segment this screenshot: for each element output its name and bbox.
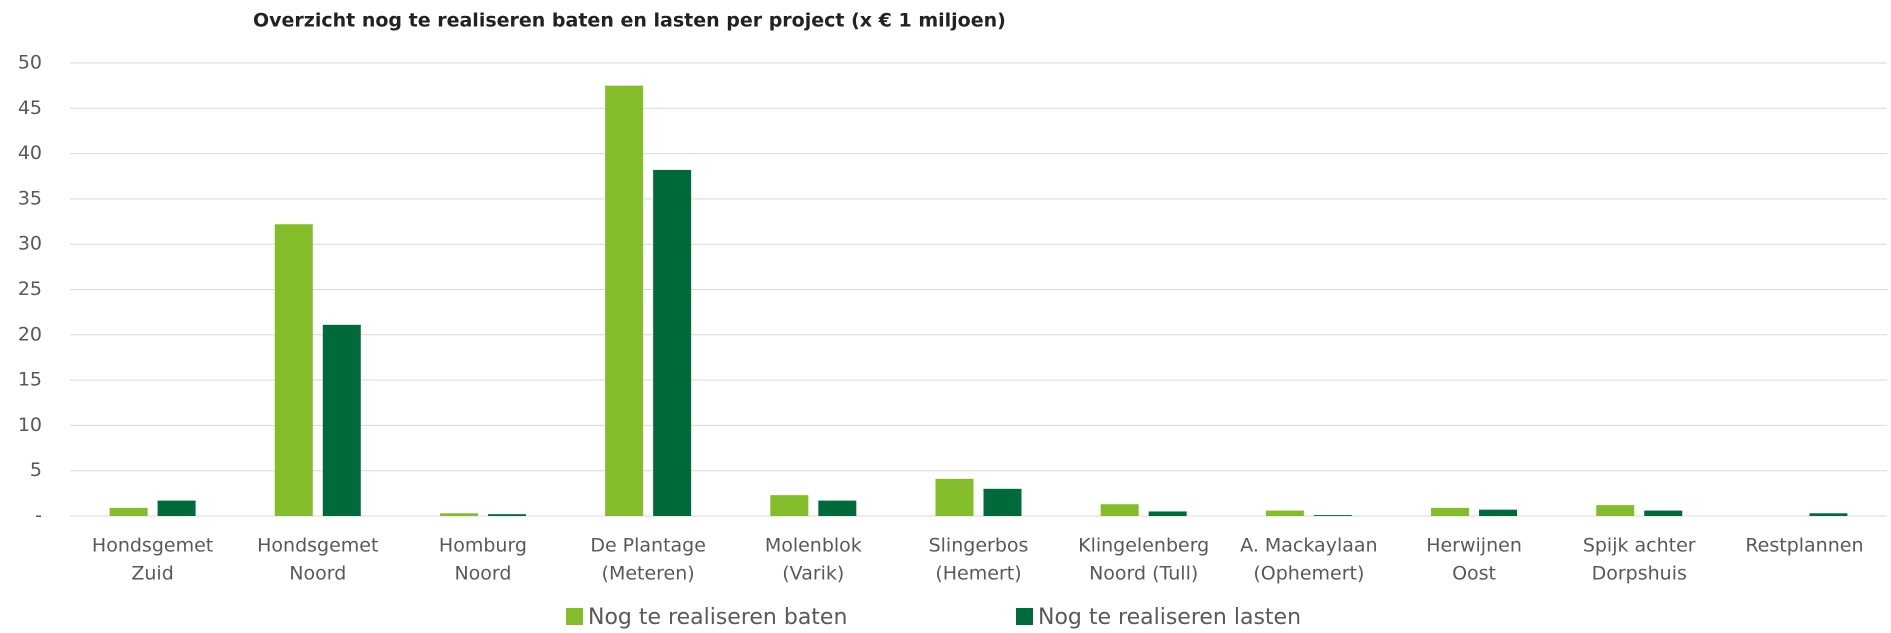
bar <box>605 85 644 517</box>
x-tick-label: Dorpshuis <box>1592 563 1687 585</box>
y-tick-label: 25 <box>18 278 42 300</box>
x-tick-label: Noord <box>454 563 511 585</box>
x-tick-label: A. Mackaylaan <box>1240 535 1377 557</box>
x-tick-label: Slingerbos <box>929 535 1029 557</box>
x-tick-label: De Plantage <box>590 535 706 557</box>
bar <box>818 500 857 516</box>
legend-swatch <box>1016 608 1033 625</box>
bar <box>1265 510 1304 516</box>
bar <box>935 478 974 516</box>
legend-label: Nog te realiseren lasten <box>1038 605 1301 630</box>
x-tick-label: Noord (Tull) <box>1089 563 1198 585</box>
x-tick-label: (Hemert) <box>935 563 1021 585</box>
x-tick-label: Hondsgemet <box>92 535 213 557</box>
x-tick-label: Herwijnen <box>1426 535 1522 557</box>
x-tick-label: Oost <box>1452 563 1496 585</box>
bar <box>1100 504 1139 516</box>
y-tick-label: 40 <box>18 142 42 164</box>
bar <box>1644 510 1683 516</box>
bar <box>322 324 361 516</box>
y-tick-label: 45 <box>18 97 42 119</box>
bar <box>1809 513 1848 516</box>
bar <box>1148 511 1187 516</box>
legend-label: Nog te realiseren baten <box>588 605 847 630</box>
y-tick-label: 15 <box>18 369 42 391</box>
x-tick-label: (Varik) <box>782 563 844 585</box>
x-tick-label: Restplannen <box>1745 535 1863 557</box>
bar <box>109 507 148 516</box>
bar <box>1479 509 1518 516</box>
bar <box>439 513 478 516</box>
y-tick-label: 20 <box>18 323 42 345</box>
bar <box>487 514 526 516</box>
x-tick-label: Homburg <box>439 535 527 557</box>
bar <box>983 488 1022 516</box>
bar <box>157 500 196 516</box>
y-tick-label: 5 <box>30 459 42 481</box>
x-tick-label: (Meteren) <box>602 563 695 585</box>
x-tick-label: (Ophemert) <box>1253 563 1364 585</box>
bar <box>1596 505 1635 516</box>
x-tick-label: Noord <box>289 563 346 585</box>
bar <box>274 224 313 516</box>
x-tick-label: Klingelenberg <box>1078 535 1209 557</box>
bar <box>1313 515 1352 516</box>
bar <box>1431 507 1470 516</box>
legend-swatch <box>566 608 583 625</box>
y-tick-label: 50 <box>18 52 42 74</box>
bar <box>653 169 692 516</box>
x-tick-label: Molenblok <box>765 535 862 557</box>
y-tick-label: 35 <box>18 187 42 209</box>
y-tick-label: 30 <box>18 233 42 255</box>
x-tick-label: Hondsgemet <box>257 535 378 557</box>
x-tick-label: Zuid <box>131 563 173 585</box>
x-tick-label: Spijk achter <box>1583 535 1696 557</box>
bar <box>770 495 809 516</box>
y-tick-label: - <box>35 505 42 527</box>
y-tick-label: 10 <box>18 414 42 436</box>
chart-title: Overzicht nog te realiseren baten en las… <box>253 10 1006 32</box>
